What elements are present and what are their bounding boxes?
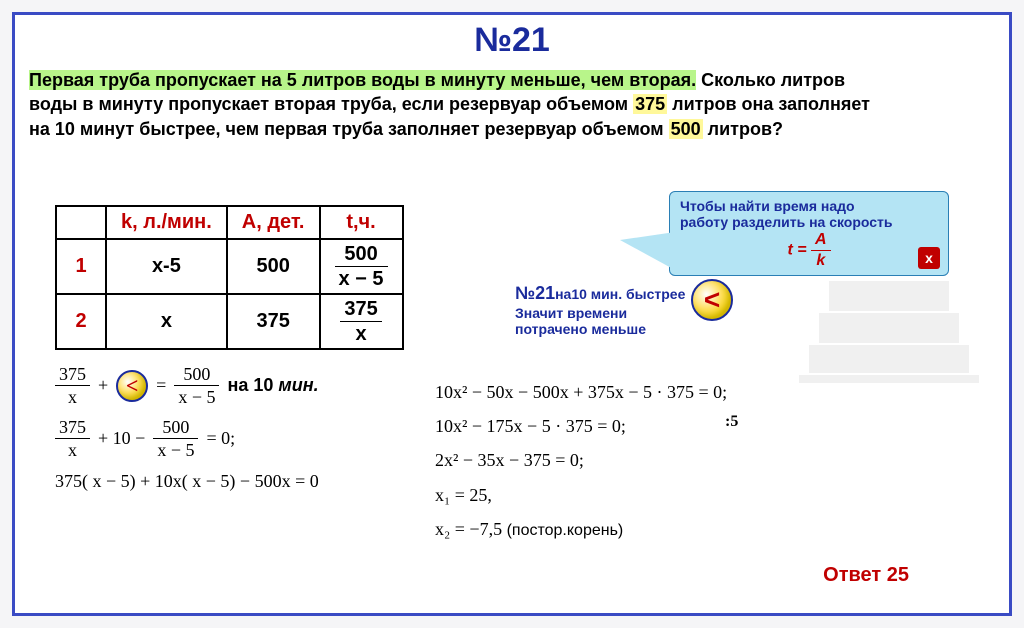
table-row: 1 x-5 500 500 x − 5 — [56, 239, 403, 294]
frac-num: 500 — [335, 244, 388, 267]
cell-k1: x-5 — [106, 239, 227, 294]
volume-2: 500 — [669, 119, 703, 139]
row-label: 1 — [56, 239, 106, 294]
frac-num: 375 — [55, 418, 90, 439]
extraneous-note: (постор.корень) — [507, 522, 624, 539]
problem-number-title: №21 — [15, 21, 1009, 60]
eq-row-1: 375 x + < = 500 x − 5 на 10 мин. — [55, 365, 319, 406]
frac-den: x − 5 — [153, 439, 198, 459]
problem-line3a: на 10 минут быстрее, чем первая труба за… — [29, 119, 669, 139]
eq-r1: 10x² − 50x − 500x + 375x − 5 · 375 = 0; — [435, 375, 727, 409]
answer-label: Ответ 25 — [823, 564, 909, 587]
problem-line3b: литров? — [703, 119, 783, 139]
content-area: k, л./мин. A, дет. t,ч. 1 x-5 500 500 x … — [55, 205, 969, 593]
table-header-k: k, л./мин. — [106, 206, 227, 239]
eq-3: 375( x − 5) + 10x( x − 5) − 500x = 0 — [55, 471, 319, 492]
table-header-empty — [56, 206, 106, 239]
hint-text-2: работу разделить на скорость — [680, 214, 893, 230]
eq-text: на 10 мин. — [227, 375, 318, 396]
frac-num: 500 — [174, 365, 219, 386]
volume-1: 375 — [633, 94, 667, 114]
note-l1: на10 мин. быстрее — [555, 286, 685, 302]
problem-line2b: литров она заполняет — [667, 94, 870, 114]
note-21-annotation: №21на10 мин. быстрее Значит времени потр… — [515, 283, 685, 338]
plus-sign: + — [98, 375, 108, 396]
eq-row-2: 375 x + 10 − 500 x − 5 = 0; — [55, 418, 319, 459]
formula-num: A — [811, 232, 831, 251]
slide-frame: №21 Первая труба пропускает на 5 литров … — [12, 12, 1012, 616]
hint-formula: t = A k — [680, 232, 938, 269]
corner-decoration — [12, 596, 32, 616]
row-label: 2 — [56, 294, 106, 349]
eq-r4: x₁ = 25, — [435, 478, 727, 512]
table-row: 2 x 375 375 x — [56, 294, 403, 349]
frac-den: x — [55, 439, 90, 459]
table-header-a: A, дет. — [227, 206, 320, 239]
eq-r2: 10x² − 175x − 5 · 375 = 0; — [435, 409, 727, 443]
frac-num: 375 — [340, 299, 381, 322]
less-than-badge: < — [691, 279, 733, 321]
eq-end: = 0; — [206, 428, 235, 449]
data-table: k, л./мин. A, дет. t,ч. 1 x-5 500 500 x … — [55, 205, 404, 350]
close-button[interactable]: x — [918, 247, 940, 269]
less-than-icon: < — [691, 279, 733, 321]
cell-k2: x — [106, 294, 227, 349]
problem-statement: Первая труба пропускает на 5 литров воды… — [29, 68, 995, 141]
hint-text-1: Чтобы найти время надо — [680, 198, 855, 214]
note-l3: потрачено меньше — [515, 321, 646, 337]
formula-lhs: t = — [787, 242, 811, 259]
callout-tail — [620, 232, 675, 270]
hint-callout: Чтобы найти время надо работу разделить … — [669, 191, 949, 276]
eq-r5: x₂ = −7,5 (постор.корень) — [435, 512, 727, 546]
root2: x₂ = −7,5 — [435, 519, 502, 539]
cell-a1: 500 — [227, 239, 320, 294]
equations-right: 10x² − 50x − 500x + 375x − 5 · 375 = 0; … — [435, 375, 727, 546]
problem-line1-rest: Сколько литров — [696, 70, 845, 90]
corner-decoration — [12, 12, 32, 32]
formula-den: k — [811, 251, 831, 269]
frac-den: x − 5 — [335, 267, 388, 289]
problem-line2a: воды в минуту пропускает вторая труба, е… — [29, 94, 633, 114]
division-note: :5 — [725, 407, 738, 437]
note-l2: Значит времени — [515, 305, 627, 321]
equations-left: 375 x + < = 500 x − 5 на 10 мин. 375 x — [55, 365, 319, 504]
frac-num: 375 — [55, 365, 90, 386]
cell-t2: 375 x — [320, 294, 403, 349]
table-header-t: t,ч. — [320, 206, 403, 239]
frac-den: x − 5 — [174, 386, 219, 406]
eq-row-3: 375( x − 5) + 10x( x − 5) − 500x = 0 — [55, 471, 319, 492]
frac-den: x — [340, 322, 381, 344]
cell-a2: 375 — [227, 294, 320, 349]
eq-mid: + 10 − — [98, 428, 145, 449]
note-label: №21 — [515, 283, 555, 303]
frac-num: 500 — [153, 418, 198, 439]
eq-r3: 2x² − 35x − 375 = 0; — [435, 443, 727, 477]
problem-line1-highlight: Первая труба пропускает на 5 литров воды… — [29, 70, 696, 90]
frac-den: x — [55, 386, 90, 406]
corner-decoration — [992, 596, 1012, 616]
cell-t1: 500 x − 5 — [320, 239, 403, 294]
less-than-icon: < — [116, 370, 148, 402]
corner-decoration — [992, 12, 1012, 32]
